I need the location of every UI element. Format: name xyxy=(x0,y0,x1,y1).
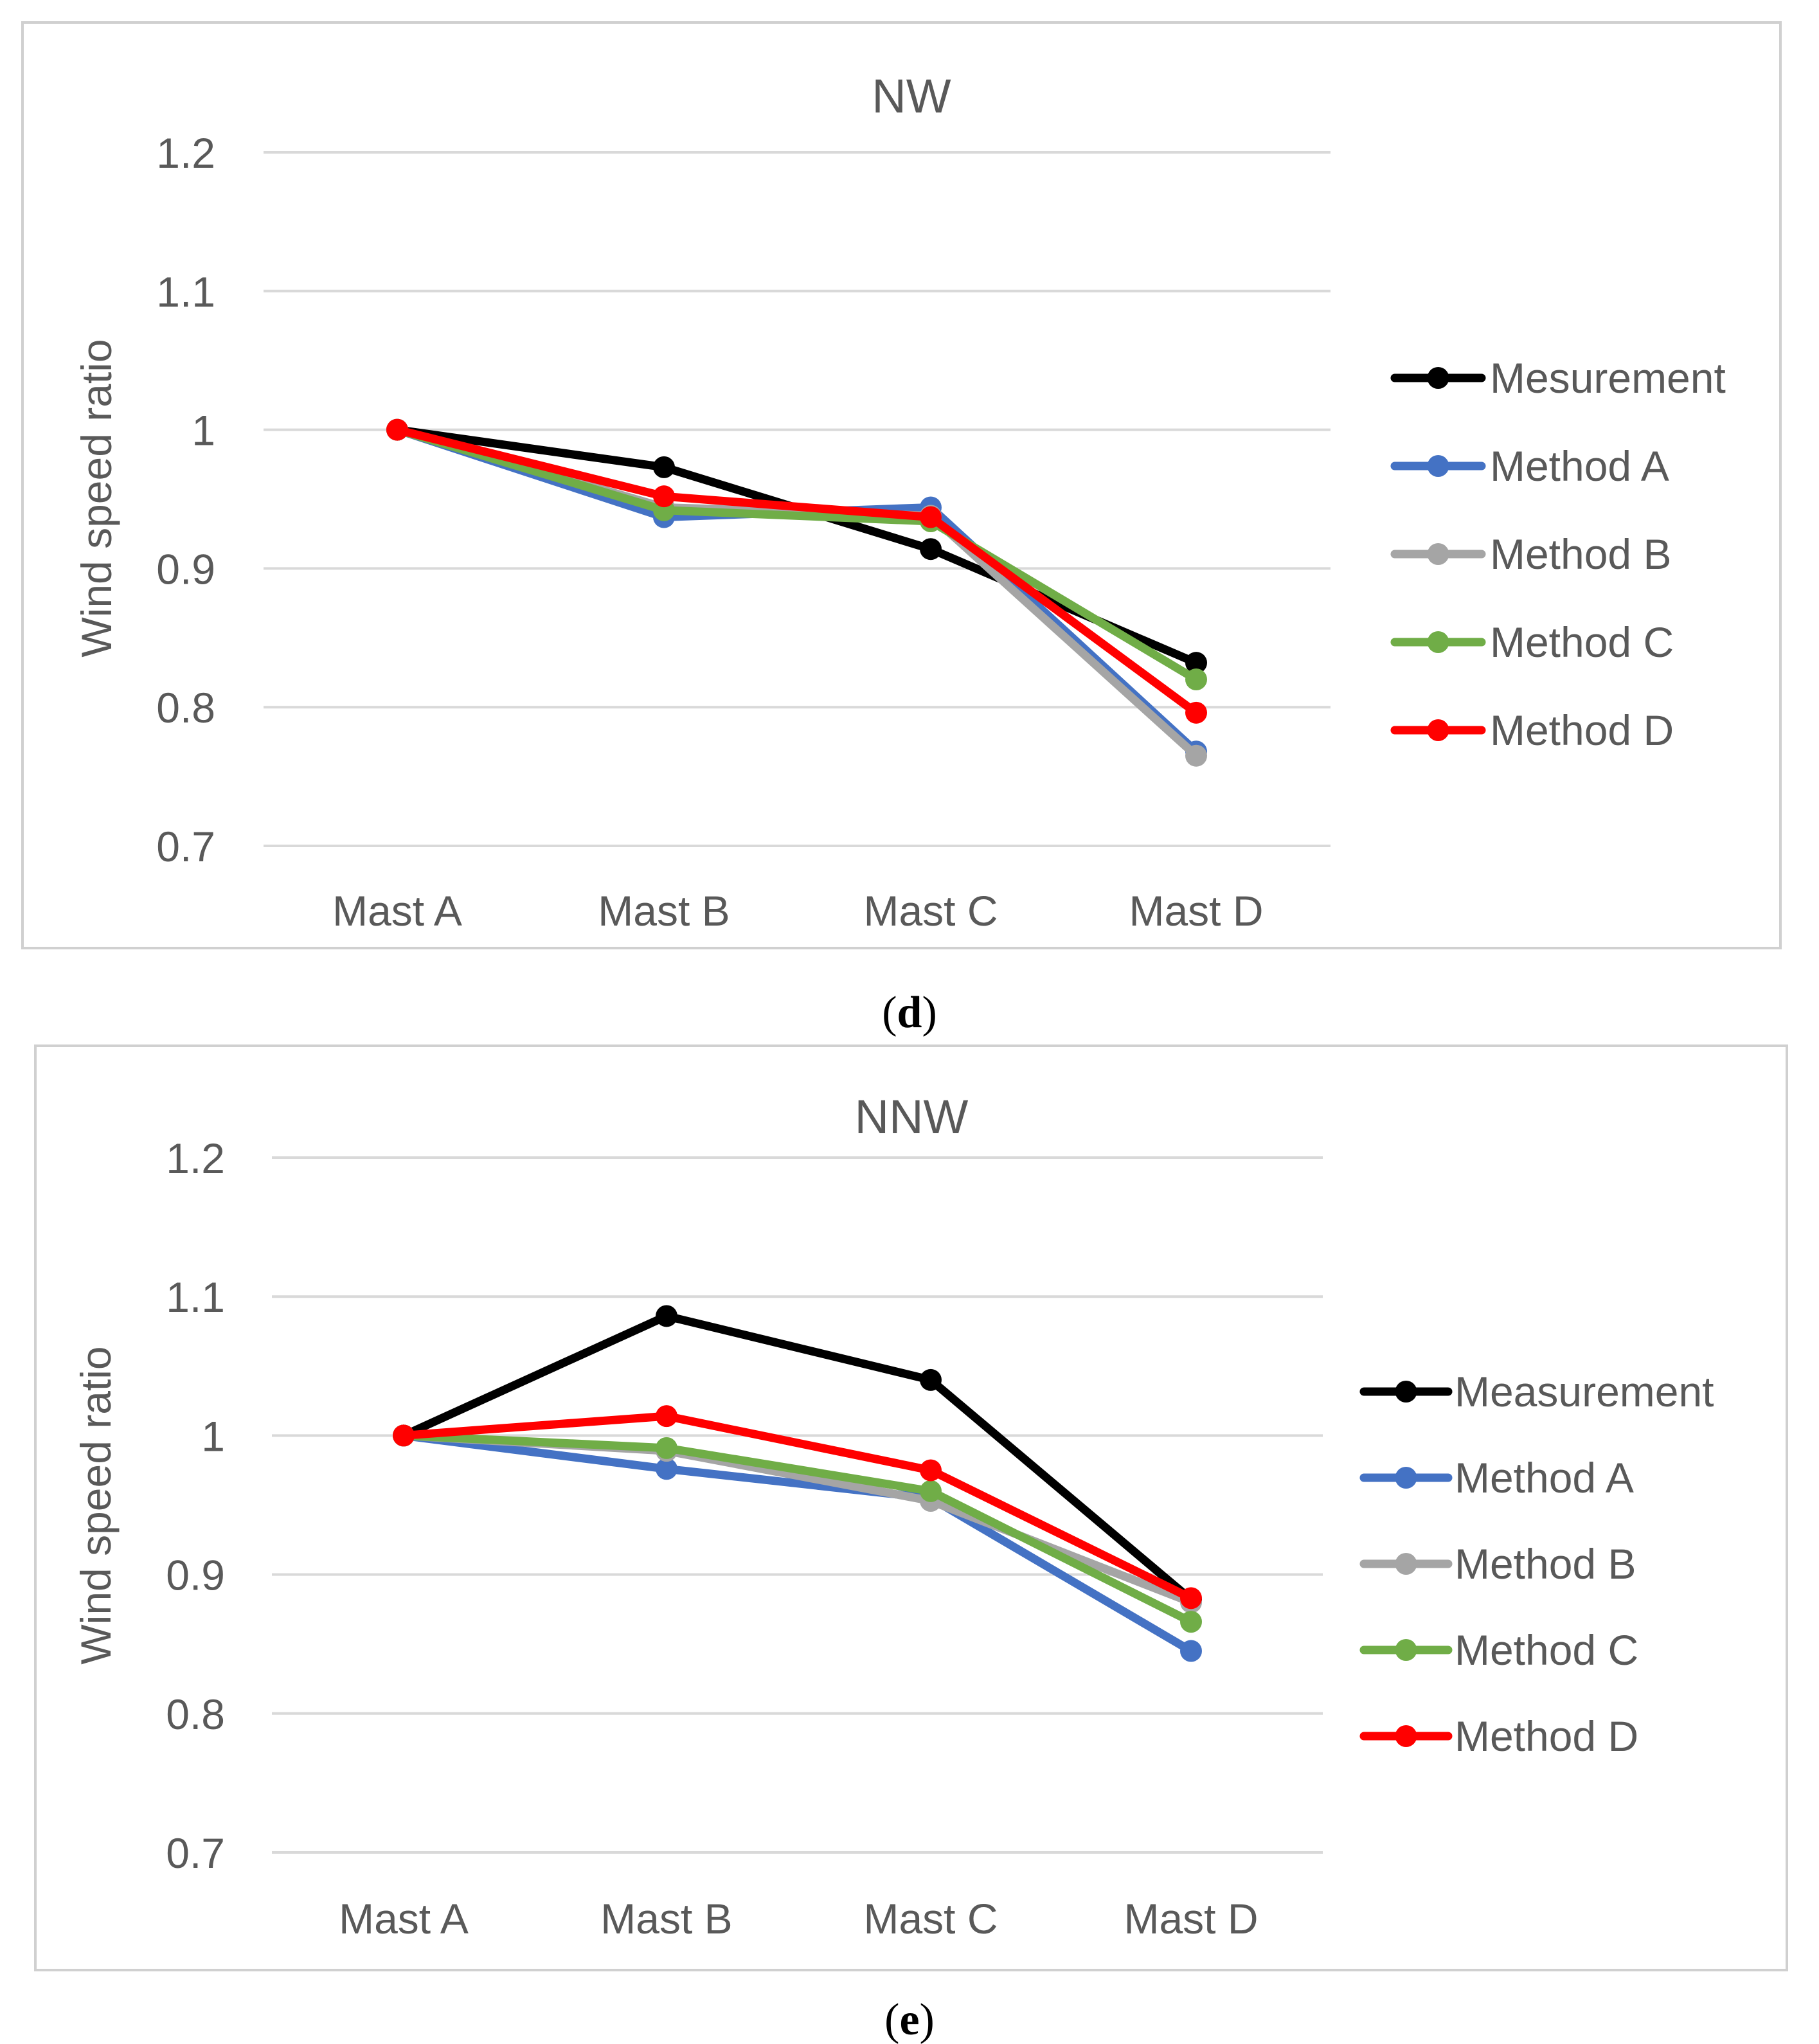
data-point-mesurement-mast-b xyxy=(653,456,675,478)
legend-entry-measurement: Measurement xyxy=(1359,1368,1714,1415)
y-axis-label: Wind speed ratio xyxy=(72,1346,120,1664)
legend-label: Mesurement xyxy=(1490,354,1726,402)
legend-entry-method-b: Method B xyxy=(1359,1540,1636,1588)
data-point-method-b-mast-d xyxy=(1185,744,1207,767)
x-tick-label-mast-a: Mast A xyxy=(332,887,462,935)
chart-frame xyxy=(34,1044,1788,1971)
data-point-method-a-mast-d xyxy=(1180,1640,1202,1662)
series-line-method-d xyxy=(393,426,1201,717)
legend-marker xyxy=(1395,1467,1417,1489)
y-tick-label: 0.9 xyxy=(156,545,215,593)
data-point-method-c-mast-b xyxy=(656,1437,677,1459)
data-point-method-d-mast-b xyxy=(656,1405,677,1428)
caption-letter: e xyxy=(899,1995,919,2044)
data-point-method-d-mast-c xyxy=(920,1459,942,1482)
legend-label: Method B xyxy=(1490,530,1672,578)
data-point-method-c-mast-d xyxy=(1180,1611,1202,1633)
panel-caption: (d) xyxy=(882,988,937,1037)
x-tick-label-mast-b: Mast B xyxy=(598,887,730,935)
series-method-b xyxy=(386,418,1207,767)
y-tick-label: 1.2 xyxy=(156,129,215,177)
legend-marker xyxy=(1395,1725,1417,1747)
y-tick-label: 1.1 xyxy=(156,268,215,316)
data-point-method-d-mast-a xyxy=(386,418,408,441)
legend-entry-method-d: Method D xyxy=(1390,706,1674,754)
legend-entry-method-a: Method A xyxy=(1359,1454,1634,1502)
data-point-method-c-mast-c xyxy=(920,1480,942,1502)
x-tick-label-mast-c: Mast C xyxy=(863,1895,998,1942)
legend-marker xyxy=(1395,1639,1417,1661)
y-tick-label: 1.1 xyxy=(166,1273,225,1321)
series-method-d xyxy=(393,1405,1202,1609)
legend-label: Measurement xyxy=(1455,1368,1714,1415)
x-tick-label-mast-b: Mast B xyxy=(600,1895,732,1942)
caption-open: ( xyxy=(884,1995,899,2044)
legend-label: Method C xyxy=(1455,1626,1638,1674)
series-method-d xyxy=(386,418,1207,724)
data-point-mesurement-mast-c xyxy=(920,538,942,560)
series-line-method-c xyxy=(399,1431,1196,1626)
panel-caption: (e) xyxy=(884,1995,935,2044)
legend-marker xyxy=(1427,455,1449,477)
legend-marker xyxy=(1427,631,1449,653)
legend-entry-method-a: Method A xyxy=(1390,442,1669,490)
legend-entry-method-b: Method B xyxy=(1390,530,1672,578)
y-tick-label: 0.9 xyxy=(166,1552,225,1599)
y-tick-label: 0.7 xyxy=(166,1829,225,1877)
chart-panel-nnw: NNW 1.2 1.1 1 0.9 0.8 0.7 Mast A Mast B Mast C Mas… xyxy=(34,1044,1788,2044)
series-method-c xyxy=(393,1424,1202,1633)
caption-close: ) xyxy=(920,1995,935,2044)
y-tick-label: 0.8 xyxy=(166,1690,225,1738)
data-point-method-a-mast-b xyxy=(656,1458,677,1480)
chart-title: NW xyxy=(872,69,951,123)
y-axis-label: Wind speed ratio xyxy=(73,339,120,657)
legend-entry-method-c: Method C xyxy=(1390,618,1674,666)
legend-label: Method B xyxy=(1455,1540,1636,1588)
series-line-method-a xyxy=(399,1431,1196,1656)
data-point-method-c-mast-d xyxy=(1185,668,1207,691)
legend-entry-method-d: Method D xyxy=(1359,1712,1638,1760)
data-point-measurement-mast-b xyxy=(656,1305,677,1327)
legend-label: Method A xyxy=(1490,442,1669,490)
series-line-method-c xyxy=(393,426,1201,684)
series-line-method-a xyxy=(393,426,1201,756)
x-tick-label-mast-c: Mast C xyxy=(863,887,998,935)
caption-letter: d xyxy=(897,988,922,1037)
legend-entry-mesurement: Mesurement xyxy=(1390,354,1726,402)
data-point-mesurement-mast-d xyxy=(1185,652,1207,674)
chart-panel-nw: NW 1.2 1.1 1 0.9 0.8 0.7 Mast A Mast B Mast C Mast… xyxy=(21,21,1782,1037)
series-method-a xyxy=(386,418,1207,763)
data-point-method-d-mast-a xyxy=(393,1424,415,1447)
legend-label: Method C xyxy=(1490,618,1674,666)
series-line-method-d xyxy=(399,1412,1196,1602)
legend-entry-method-c: Method C xyxy=(1359,1626,1638,1674)
legend-marker xyxy=(1427,543,1449,565)
data-point-method-d-mast-b xyxy=(653,485,675,508)
y-tick-label: 0.8 xyxy=(156,684,215,731)
legend-marker xyxy=(1427,367,1449,389)
caption-close: ) xyxy=(922,988,936,1037)
series-line-measurement xyxy=(399,1311,1196,1604)
chart-frame xyxy=(21,21,1782,949)
legend-label: Method D xyxy=(1490,706,1674,754)
y-tick-label: 1.2 xyxy=(166,1134,225,1182)
x-tick-label-mast-a: Mast A xyxy=(339,1895,469,1942)
chart-title: NNW xyxy=(855,1090,969,1143)
legend-label: Method A xyxy=(1455,1454,1634,1502)
caption-open: ( xyxy=(882,988,897,1037)
data-point-method-d-mast-c xyxy=(920,506,942,528)
legend-marker xyxy=(1427,719,1449,741)
y-tick-label: 0.7 xyxy=(156,823,215,870)
data-point-measurement-mast-c xyxy=(920,1368,942,1391)
legend-marker xyxy=(1395,1553,1417,1575)
data-point-method-d-mast-d xyxy=(1185,701,1207,724)
legend-label: Method D xyxy=(1455,1712,1638,1760)
x-tick-label-mast-d: Mast D xyxy=(1124,1895,1258,1942)
y-tick-label: 1 xyxy=(192,407,215,454)
y-tick-label: 1 xyxy=(201,1412,225,1460)
x-tick-label-mast-d: Mast D xyxy=(1129,887,1263,935)
data-point-method-d-mast-d xyxy=(1180,1587,1202,1609)
legend-marker xyxy=(1395,1381,1417,1403)
